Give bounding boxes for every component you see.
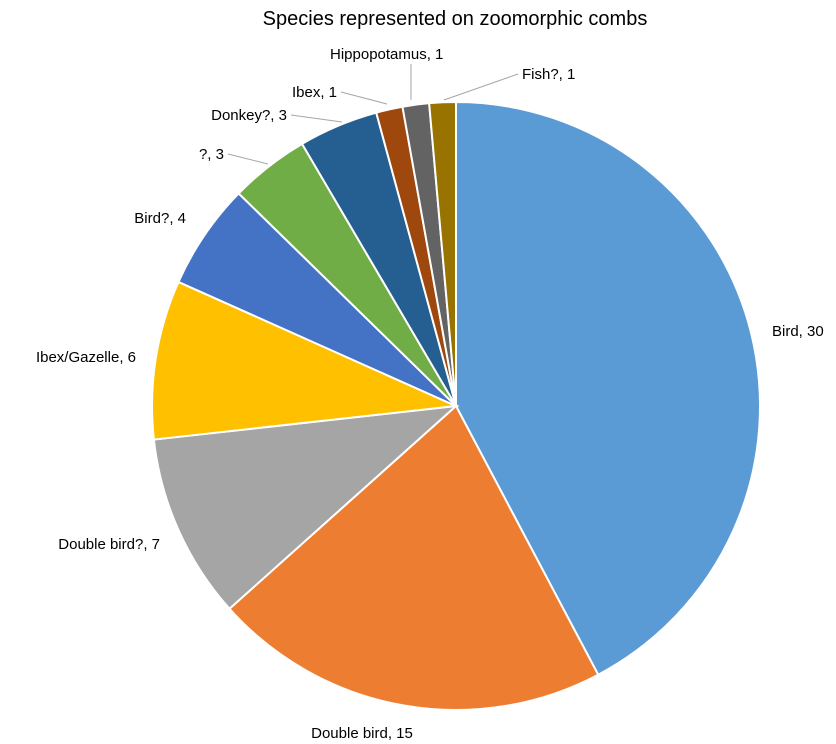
pie-slice-fish: [428, 100, 457, 407]
data-label: Double bird, 15: [311, 725, 413, 742]
data-label: Bird?, 4: [134, 210, 186, 227]
data-label: Ibex/Gazelle, 6: [36, 349, 136, 366]
leader-lines: [227, 64, 519, 165]
pie-slice-ibex-gazelle: [151, 280, 460, 441]
data-label: Double bird?, 7: [58, 536, 160, 553]
data-label: Bird, 30: [772, 323, 824, 340]
data-labels: Bird, 30 Double bird, 15 Double bird?, 7 Ib…: [36, 46, 824, 742]
pie-slice-double-bird: [152, 404, 459, 611]
chart-title: Species represented on zoomorphic combs: [262, 8, 648, 30]
data-label: Ibex, 1: [292, 84, 337, 101]
leader-line: [443, 73, 519, 101]
pie-slice-bird: [455, 100, 761, 677]
leader-line: [340, 91, 388, 105]
pie-slice-double-bird: [228, 404, 600, 711]
leader-line: [227, 153, 269, 165]
data-label: ?, 3: [199, 146, 224, 163]
data-label: Fish?, 1: [522, 66, 575, 83]
leader-line: [290, 114, 343, 123]
data-label: Donkey?, 3: [211, 107, 287, 124]
data-label: Hippopotamus, 1: [330, 46, 443, 63]
pie-slices: [151, 100, 761, 711]
